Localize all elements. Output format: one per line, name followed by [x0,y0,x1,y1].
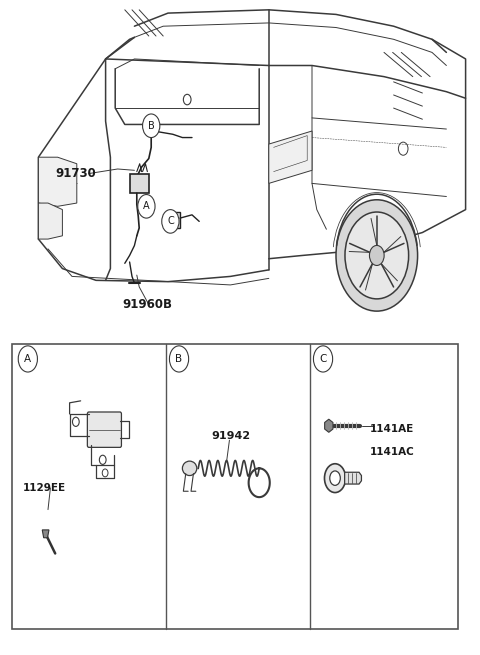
Circle shape [18,346,37,372]
Circle shape [345,212,408,299]
Circle shape [336,200,418,311]
Text: B: B [176,354,182,364]
Circle shape [330,471,340,485]
Bar [12,344,458,629]
Polygon shape [269,131,312,183]
Text: 91942: 91942 [211,430,251,441]
Polygon shape [324,419,333,432]
Circle shape [162,210,179,233]
Text: 1141AE: 1141AE [370,424,414,434]
Text: 91730: 91730 [55,167,96,180]
Text: A: A [143,201,150,212]
Text: C: C [167,216,174,227]
Polygon shape [42,530,49,538]
FancyBboxPatch shape [87,412,121,447]
Circle shape [313,346,333,372]
Text: C: C [319,354,327,364]
Text: 1141AC: 1141AC [370,447,414,457]
Polygon shape [38,203,62,239]
Polygon shape [166,212,180,228]
Circle shape [143,114,160,138]
Circle shape [169,346,189,372]
Text: A: A [24,354,31,364]
Polygon shape [130,174,149,193]
Circle shape [138,195,155,218]
Ellipse shape [182,461,197,476]
Text: 91960B: 91960B [122,298,172,311]
Circle shape [370,246,384,265]
Circle shape [324,464,346,493]
Polygon shape [38,157,77,206]
Polygon shape [345,472,361,484]
Text: 1129EE: 1129EE [23,483,66,493]
Text: B: B [148,121,155,131]
